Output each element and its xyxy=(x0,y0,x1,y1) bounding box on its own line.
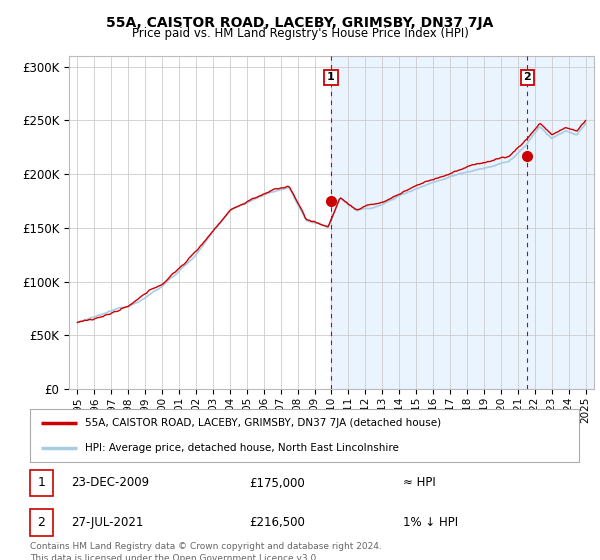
Text: £216,500: £216,500 xyxy=(250,516,305,529)
Text: HPI: Average price, detached house, North East Lincolnshire: HPI: Average price, detached house, Nort… xyxy=(85,442,399,452)
Text: 23-DEC-2009: 23-DEC-2009 xyxy=(71,477,149,489)
Text: 55A, CAISTOR ROAD, LACEBY, GRIMSBY, DN37 7JA (detached house): 55A, CAISTOR ROAD, LACEBY, GRIMSBY, DN37… xyxy=(85,418,441,428)
Bar xyxy=(331,56,600,389)
Text: ≈ HPI: ≈ HPI xyxy=(403,477,436,489)
Text: Contains HM Land Registry data © Crown copyright and database right 2024.
This d: Contains HM Land Registry data © Crown c… xyxy=(30,542,382,560)
Text: 1: 1 xyxy=(38,477,46,489)
Text: 27-JUL-2021: 27-JUL-2021 xyxy=(71,516,143,529)
FancyBboxPatch shape xyxy=(30,509,53,535)
Text: 2: 2 xyxy=(524,72,532,82)
FancyBboxPatch shape xyxy=(30,470,53,496)
Text: £175,000: £175,000 xyxy=(250,477,305,489)
Text: Price paid vs. HM Land Registry's House Price Index (HPI): Price paid vs. HM Land Registry's House … xyxy=(131,27,469,40)
Text: 1: 1 xyxy=(327,72,335,82)
Text: 2: 2 xyxy=(38,516,46,529)
Text: 1% ↓ HPI: 1% ↓ HPI xyxy=(403,516,458,529)
Text: 55A, CAISTOR ROAD, LACEBY, GRIMSBY, DN37 7JA: 55A, CAISTOR ROAD, LACEBY, GRIMSBY, DN37… xyxy=(106,16,494,30)
FancyBboxPatch shape xyxy=(30,409,579,462)
